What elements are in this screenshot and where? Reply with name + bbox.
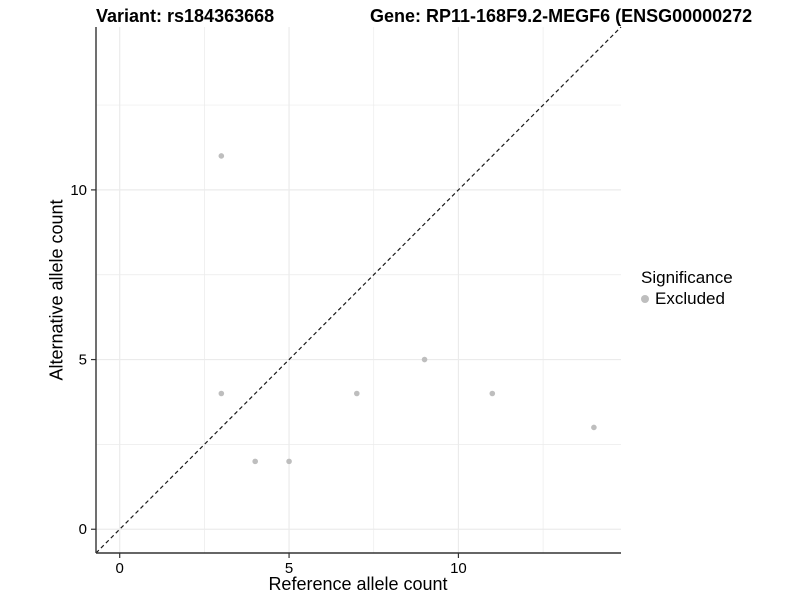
legend-item-label: Excluded <box>655 289 725 308</box>
tick-marks <box>91 189 460 558</box>
axis-lines <box>95 27 621 554</box>
data-point <box>252 458 258 465</box>
data-point <box>489 390 496 397</box>
variant-title: Variant: rs184363668 <box>96 6 275 26</box>
legend: Significance Excluded <box>641 267 733 309</box>
data-point <box>421 356 428 363</box>
y-axis-label: Alternative allele count <box>46 199 67 381</box>
legend-point-swatch <box>641 295 649 303</box>
y-tick-label: 5 <box>79 352 87 369</box>
data-point <box>218 390 225 397</box>
data-points <box>218 153 597 465</box>
identity-dashed-line <box>95 26 622 554</box>
tick-labels: 0 5 10 0 5 10 <box>70 182 466 577</box>
grid-lines <box>96 27 621 553</box>
y-tick-label: 0 <box>79 521 87 538</box>
legend-item-excluded: Excluded <box>641 289 733 309</box>
x-axis-label: Reference allele count <box>268 574 448 594</box>
gene-title: Gene: RP11-168F9.2-MEGF6 (ENSG00000272 <box>370 6 753 26</box>
identity-line <box>95 26 622 554</box>
y-tick-label: 10 <box>70 182 87 199</box>
x-tick-label: 0 <box>116 560 124 577</box>
data-point <box>354 390 360 397</box>
data-point <box>218 153 225 159</box>
x-tick-label: 5 <box>285 560 293 577</box>
legend-title: Significance <box>641 268 733 287</box>
data-point <box>286 458 292 465</box>
x-tick-label: 10 <box>450 560 467 577</box>
data-point <box>591 424 597 431</box>
